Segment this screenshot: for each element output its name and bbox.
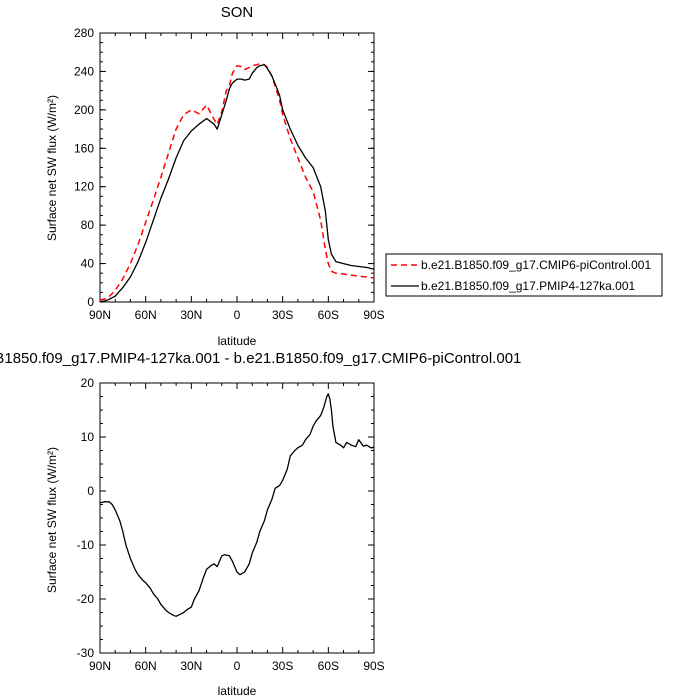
top-y-tick-label: 240 — [74, 64, 94, 78]
top-x-tick-label: 30S — [272, 308, 293, 322]
bottom-x-tick-label: 30N — [180, 659, 202, 673]
top-series-line-1 — [99, 64, 375, 303]
top-y-tick-label: 200 — [74, 103, 94, 117]
top-y-tick-label: 40 — [81, 257, 95, 271]
bottom-y-tick-label: -10 — [77, 538, 95, 552]
top-series-line-0 — [99, 62, 375, 301]
legend-label-127ka: b.e21.B1850.f09_g17.PMIP4-127ka.001 — [421, 279, 635, 293]
top-plot-frame — [99, 32, 375, 303]
bottom-y-tick-label: 10 — [81, 430, 95, 444]
bottom-y-tick-label: -20 — [77, 592, 95, 606]
bottom-plot-area: 90N 60N 30N 0 30S 60S 90S -30 -20 -10 0 10 20 — [77, 376, 385, 673]
bottom-panel: b.e21.B1850.f09_g17.PMIP4-127ka.001 - b.… — [0, 350, 521, 698]
top-y-tick-label: 120 — [74, 180, 94, 194]
bottom-x-tick-label: 30S — [272, 659, 293, 673]
top-plot-area: 90N 60N 30N 0 30S 60S 90S 0 40 80 120 160 200 240 280 — [74, 26, 385, 322]
top-y-tick-label: 160 — [74, 141, 94, 155]
top-x-tick-label: 0 — [234, 308, 241, 322]
bottom-x-tick-label: 90S — [363, 659, 384, 673]
bottom-x-tick-label: 90N — [89, 659, 111, 673]
legend-label-picontrol: b.e21.B1850.f09_g17.CMIP6-piControl.001 — [421, 258, 651, 272]
top-y-tick-label: 280 — [74, 26, 94, 40]
top-chart-title: SON — [221, 4, 254, 21]
top-x-tick-label: 90N — [89, 308, 111, 322]
top-x-tick-label: 60N — [135, 308, 157, 322]
top-x-tick-label: 90S — [363, 308, 384, 322]
bottom-x-tick-label: 0 — [234, 659, 241, 673]
bottom-y-tick-label: 0 — [87, 484, 94, 498]
bottom-x-axis-label: latitude — [218, 684, 257, 698]
legend: b.e21.B1850.f09_g17.CMIP6-piControl.001 … — [385, 253, 663, 297]
top-x-tick-label: 30N — [180, 308, 202, 322]
top-panel: SON 90N 60N 30N 0 30S 60S 90S 0 40 80 120 160 200 240… — [45, 4, 385, 348]
top-y-tick-label: 80 — [81, 218, 95, 232]
bottom-y-axis-label: Surface net SW flux (W/m²) — [45, 447, 59, 593]
top-x-axis-label: latitude — [218, 334, 257, 348]
bottom-y-tick-label: 20 — [81, 376, 95, 390]
top-y-axis-label: Surface net SW flux (W/m²) — [45, 95, 59, 241]
bottom-x-tick-label: 60S — [318, 659, 339, 673]
bottom-chart-title: b.e21.B1850.f09_g17.PMIP4-127ka.001 - b.… — [0, 350, 521, 367]
legend-box — [385, 253, 663, 297]
bottom-y-tick-label: -30 — [77, 646, 95, 660]
bottom-x-tick-label: 60N — [135, 659, 157, 673]
top-y-tick-label: 0 — [87, 295, 94, 309]
top-x-tick-label: 60S — [318, 308, 339, 322]
bottom-series-line-0 — [99, 393, 375, 617]
